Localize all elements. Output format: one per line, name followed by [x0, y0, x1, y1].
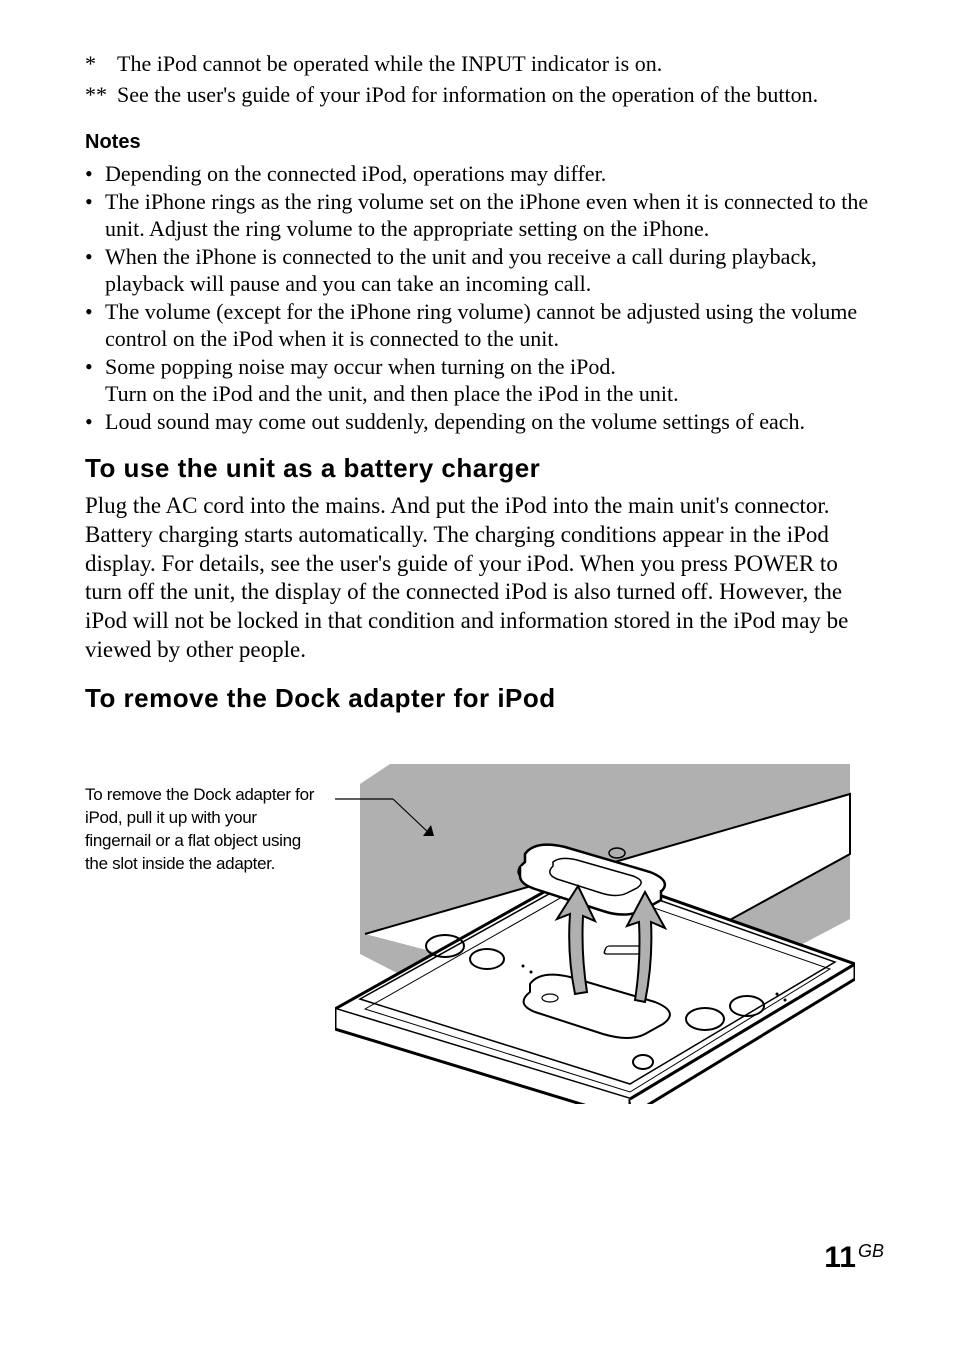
- footnote-mark: **: [85, 81, 117, 110]
- footnote-row: * The iPod cannot be operated while the …: [85, 50, 869, 79]
- note-item: Some popping noise may occur when turnin…: [85, 353, 869, 408]
- note-item: When the iPhone is connected to the unit…: [85, 243, 869, 298]
- adapter-notch-icon: [609, 848, 625, 858]
- notes-list: Depending on the connected iPod, operati…: [85, 160, 869, 435]
- note-item: Loud sound may come out suddenly, depend…: [85, 408, 869, 436]
- page-number: 11GB: [824, 1241, 884, 1275]
- dot-icon: [530, 970, 533, 973]
- section-heading: To use the unit as a battery charger: [85, 453, 869, 484]
- footnote-row: ** See the user's guide of your iPod for…: [85, 81, 869, 110]
- section-body: Plug the AC cord into the mains. And put…: [85, 492, 869, 665]
- note-item: The iPhone rings as the ring volume set …: [85, 188, 869, 243]
- footnote-text: The iPod cannot be operated while the IN…: [117, 50, 869, 79]
- page-number-value: 11: [824, 1241, 856, 1274]
- footnote-mark: *: [85, 50, 117, 79]
- footnote-text: See the user's guide of your iPod for in…: [117, 81, 869, 110]
- note-item: Depending on the connected iPod, operati…: [85, 160, 869, 188]
- dot-icon: [776, 992, 779, 995]
- footnotes-block: * The iPod cannot be operated while the …: [85, 50, 869, 109]
- dot-icon: [784, 998, 787, 1001]
- diagram-caption: To remove the Dock adapter for iPod, pul…: [85, 784, 315, 876]
- dot-icon: [522, 964, 525, 967]
- dock-adapter-diagram: [335, 744, 869, 1109]
- notes-heading: Notes: [85, 131, 869, 154]
- section-heading: To remove the Dock adapter for iPod: [85, 683, 869, 714]
- page-region: GB: [858, 1241, 884, 1261]
- note-item: The volume (except for the iPhone ring v…: [85, 298, 869, 353]
- diagram-block: To remove the Dock adapter for iPod, pul…: [85, 744, 869, 1109]
- page: * The iPod cannot be operated while the …: [0, 0, 954, 1345]
